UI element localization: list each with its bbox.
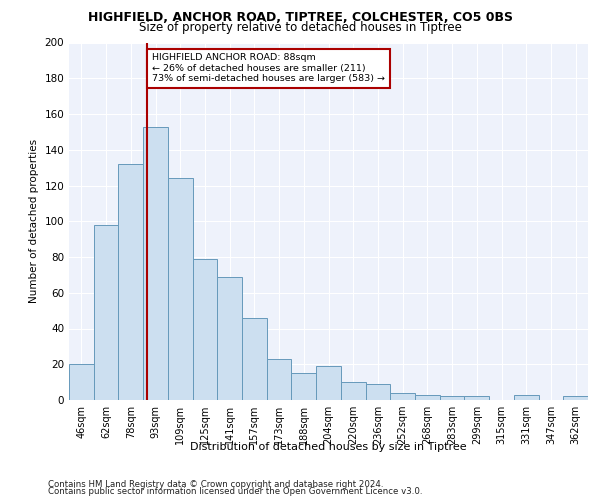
Text: Contains HM Land Registry data © Crown copyright and database right 2024.: Contains HM Land Registry data © Crown c… xyxy=(48,480,383,489)
Text: HIGHFIELD ANCHOR ROAD: 88sqm
← 26% of detached houses are smaller (211)
73% of s: HIGHFIELD ANCHOR ROAD: 88sqm ← 26% of de… xyxy=(152,53,385,83)
Bar xyxy=(464,396,489,400)
Bar xyxy=(563,396,588,400)
Bar xyxy=(242,318,267,400)
Bar xyxy=(514,394,539,400)
Bar xyxy=(316,366,341,400)
Text: Size of property relative to detached houses in Tiptree: Size of property relative to detached ho… xyxy=(139,22,461,35)
Bar xyxy=(341,382,365,400)
Y-axis label: Number of detached properties: Number of detached properties xyxy=(29,139,39,304)
Bar xyxy=(143,126,168,400)
Text: HIGHFIELD, ANCHOR ROAD, TIPTREE, COLCHESTER, CO5 0BS: HIGHFIELD, ANCHOR ROAD, TIPTREE, COLCHES… xyxy=(88,11,512,24)
Bar xyxy=(440,396,464,400)
Bar xyxy=(118,164,143,400)
Text: Distribution of detached houses by size in Tiptree: Distribution of detached houses by size … xyxy=(190,442,467,452)
Text: Contains public sector information licensed under the Open Government Licence v3: Contains public sector information licen… xyxy=(48,488,422,496)
Bar xyxy=(94,225,118,400)
Bar xyxy=(267,359,292,400)
Bar xyxy=(217,276,242,400)
Bar xyxy=(415,394,440,400)
Bar xyxy=(193,259,217,400)
Bar xyxy=(390,393,415,400)
Bar xyxy=(292,373,316,400)
Bar xyxy=(168,178,193,400)
Bar xyxy=(69,364,94,400)
Bar xyxy=(365,384,390,400)
